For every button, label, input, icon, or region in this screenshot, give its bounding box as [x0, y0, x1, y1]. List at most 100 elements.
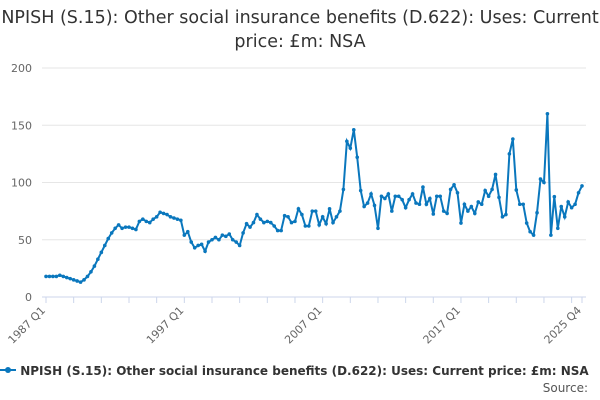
data-point[interactable] [476, 200, 481, 204]
data-point[interactable] [265, 219, 270, 224]
data-point[interactable] [120, 226, 124, 231]
data-point[interactable] [189, 240, 194, 244]
data-point[interactable] [210, 237, 214, 242]
data-point[interactable] [331, 220, 335, 225]
data-point[interactable] [251, 220, 256, 225]
data-point[interactable] [376, 226, 380, 231]
data-point[interactable] [64, 275, 69, 280]
data-point[interactable] [203, 249, 207, 253]
data-point[interactable] [555, 226, 560, 231]
data-point[interactable] [566, 200, 570, 204]
data-point[interactable] [469, 204, 474, 209]
data-point[interactable] [279, 228, 283, 233]
data-point[interactable] [521, 202, 526, 207]
data-point[interactable] [307, 224, 311, 228]
data-point[interactable] [466, 209, 470, 213]
legend[interactable]: NPISH (S.15): Other social insurance ben… [0, 363, 589, 378]
data-point[interactable] [452, 182, 456, 187]
data-point[interactable] [358, 188, 363, 193]
data-point[interactable] [237, 243, 242, 248]
data-point[interactable] [44, 274, 48, 279]
data-point[interactable] [220, 233, 225, 237]
data-point[interactable] [68, 276, 73, 281]
data-point[interactable] [576, 191, 581, 195]
data-point[interactable] [82, 278, 86, 282]
data-point[interactable] [85, 274, 90, 279]
data-point[interactable] [531, 233, 536, 237]
data-point[interactable] [179, 218, 183, 223]
data-point[interactable] [106, 236, 111, 241]
data-point[interactable] [573, 202, 577, 207]
data-point[interactable] [234, 240, 238, 244]
data-point[interactable] [255, 212, 259, 217]
data-point[interactable] [313, 209, 318, 213]
data-point[interactable] [407, 197, 411, 202]
data-point[interactable] [455, 191, 460, 195]
data-point[interactable] [517, 202, 522, 207]
data-point[interactable] [175, 217, 180, 221]
data-point[interactable] [524, 221, 529, 225]
data-point[interactable] [393, 194, 398, 199]
data-point[interactable] [147, 220, 152, 225]
data-point[interactable] [102, 243, 107, 248]
data-point[interactable] [99, 250, 104, 255]
data-point[interactable] [61, 274, 66, 279]
data-point[interactable] [500, 215, 505, 219]
data-point[interactable] [351, 128, 356, 132]
data-point[interactable] [141, 217, 145, 221]
data-point[interactable] [580, 184, 584, 188]
data-point[interactable] [493, 172, 498, 177]
data-point[interactable] [137, 219, 142, 224]
data-point[interactable] [431, 212, 436, 216]
data-point[interactable] [54, 274, 59, 279]
data-point[interactable] [514, 188, 519, 192]
data-point[interactable] [113, 226, 117, 231]
data-point[interactable] [334, 215, 339, 219]
data-point[interactable] [96, 257, 100, 262]
data-point[interactable] [403, 205, 408, 210]
data-point[interactable] [428, 196, 432, 201]
data-point[interactable] [241, 231, 245, 235]
data-point[interactable] [293, 219, 297, 224]
data-point[interactable] [227, 232, 232, 236]
data-point[interactable] [483, 188, 487, 193]
data-point[interactable] [51, 274, 55, 279]
data-point[interactable] [296, 207, 301, 211]
data-point[interactable] [559, 204, 564, 209]
data-point[interactable] [424, 202, 429, 207]
data-point[interactable] [490, 187, 494, 192]
data-point[interactable] [528, 229, 532, 234]
data-point[interactable] [199, 242, 204, 247]
data-point[interactable] [511, 137, 515, 141]
data-point[interactable] [196, 243, 200, 248]
data-point[interactable] [479, 202, 484, 207]
data-point[interactable] [369, 192, 373, 196]
data-point[interactable] [317, 223, 321, 227]
data-point[interactable] [348, 146, 353, 150]
data-point[interactable] [324, 221, 328, 226]
data-point[interactable] [258, 217, 263, 221]
data-point[interactable] [172, 216, 176, 220]
data-point[interactable] [58, 273, 62, 278]
data-point[interactable] [386, 192, 391, 196]
data-point[interactable] [569, 205, 574, 210]
data-point[interactable] [434, 194, 439, 199]
data-point[interactable] [303, 224, 308, 228]
data-point[interactable] [441, 209, 446, 213]
data-point[interactable] [341, 187, 346, 192]
data-point[interactable] [486, 194, 491, 199]
data-point[interactable] [109, 231, 114, 235]
data-point[interactable] [549, 233, 553, 237]
data-point[interactable] [286, 215, 290, 219]
data-point[interactable] [355, 155, 360, 160]
data-point[interactable] [144, 219, 149, 224]
data-point[interactable] [538, 177, 543, 181]
data-point[interactable] [421, 185, 425, 189]
data-point[interactable] [161, 211, 166, 216]
data-point[interactable] [365, 201, 370, 205]
data-point[interactable] [473, 211, 477, 216]
data-point[interactable] [400, 197, 404, 202]
data-point[interactable] [497, 195, 501, 200]
data-point[interactable] [320, 215, 325, 219]
data-point[interactable] [535, 210, 539, 215]
